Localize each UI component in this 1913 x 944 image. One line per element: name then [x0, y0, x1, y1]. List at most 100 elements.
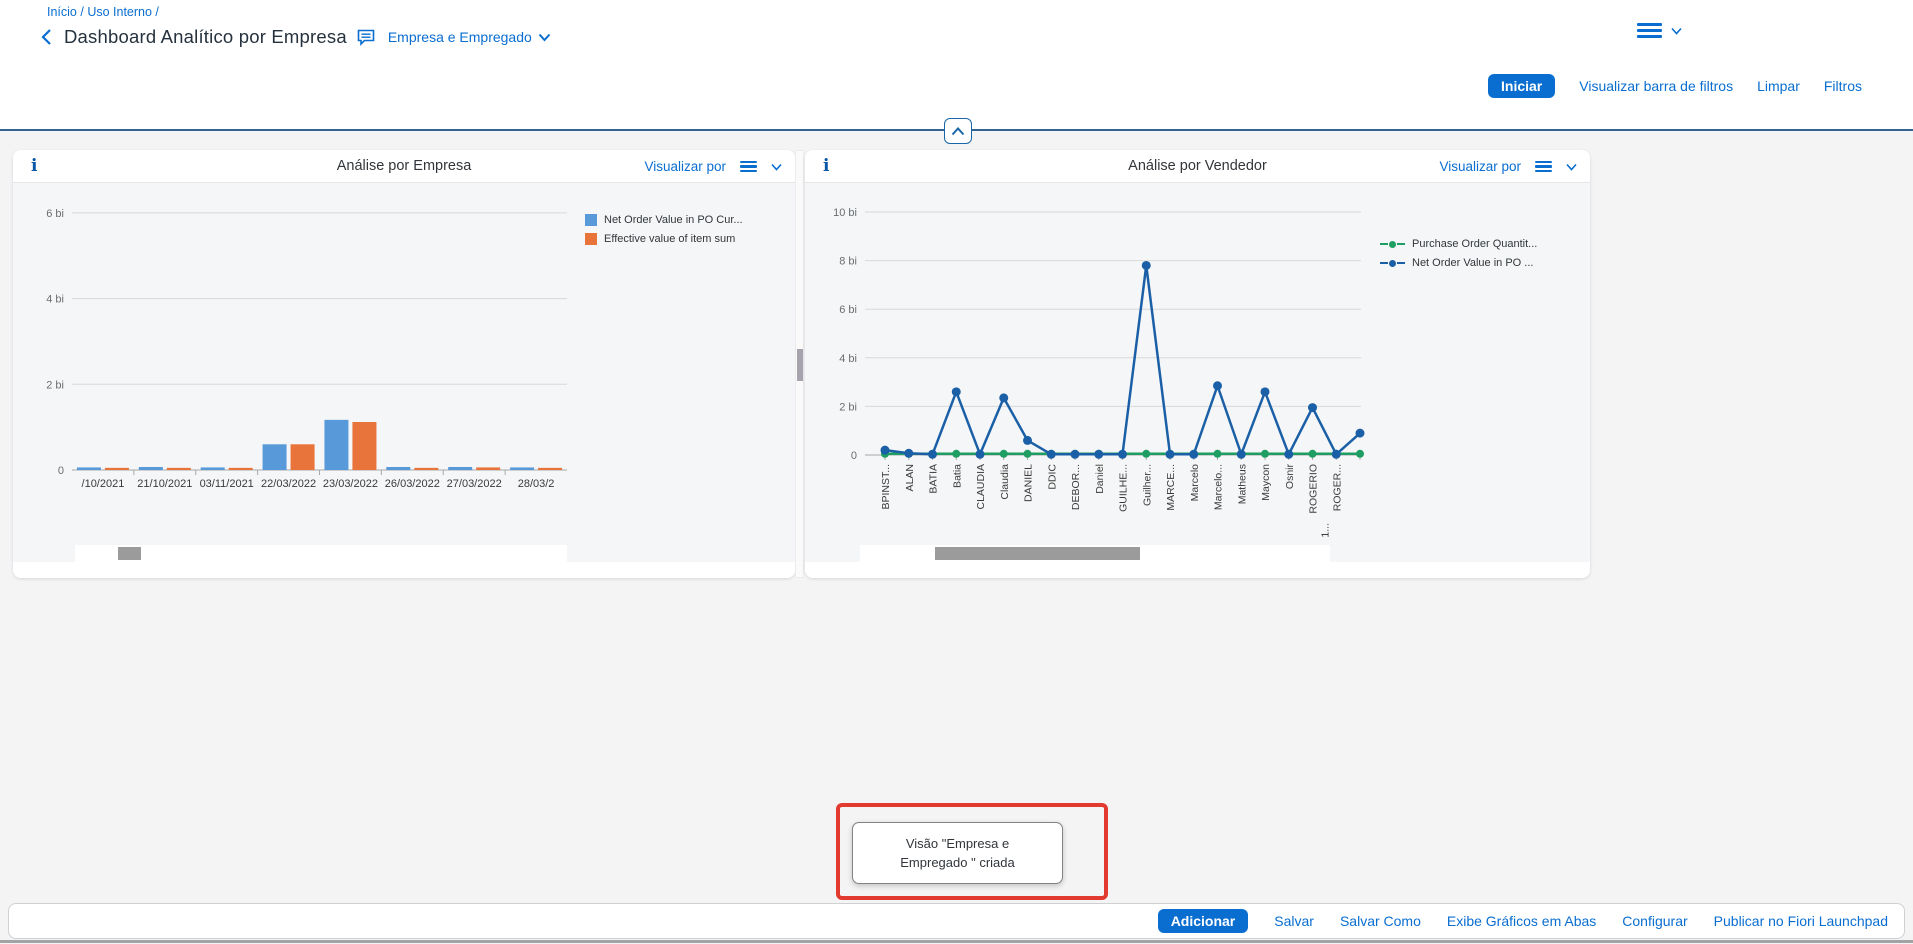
empresa-legend: Net Order Value in PO Cur... Effective v…: [585, 214, 743, 245]
toast-line1: Visão "Empresa e: [905, 835, 1010, 851]
vendedor-line-chart[interactable]: 0 2 bi 4 bi 6 bi 8 bi 10 bi BPINST... ALAN BATIA…: [805, 183, 1590, 545]
legend-swatch-blue-line: [1380, 259, 1405, 267]
svg-text:6 bi: 6 bi: [46, 208, 64, 220]
svg-text:10 bi: 10 bi: [833, 207, 857, 219]
panel-empresa-body: 0 2 bi 4 bi 6 bi/10/2021 21/10/2021 03/11/202…: [13, 183, 795, 562]
comment-button[interactable]: [357, 29, 375, 46]
view-selector[interactable]: Empresa e Empregado: [388, 29, 551, 45]
svg-text:4 bi: 4 bi: [46, 294, 64, 306]
svg-text:Marcelo...: Marcelo...: [1213, 464, 1225, 510]
chevron-left-icon: [41, 29, 51, 45]
svg-text:28/03/2: 28/03/2: [518, 478, 555, 490]
toast-message: Visão "Empresa e Empregado " criada: [852, 822, 1063, 884]
visualizar-por-link[interactable]: Visualizar por: [1439, 159, 1521, 174]
iniciar-button[interactable]: Iniciar: [1488, 74, 1556, 98]
chevron-down-icon[interactable]: [1566, 163, 1577, 171]
svg-text:2 bi: 2 bi: [46, 379, 64, 391]
configurar-button[interactable]: Configurar: [1622, 913, 1688, 929]
svg-text:22/03/2022: 22/03/2022: [261, 478, 316, 490]
legend-item[interactable]: Purchase Order Quantit...: [1380, 238, 1537, 250]
legend-swatch-orange: [585, 233, 597, 245]
svg-text:DANIEL: DANIEL: [1023, 464, 1035, 502]
publicar-no-fiori-launchpad-button[interactable]: Publicar no Fiori Launchpad: [1713, 913, 1888, 929]
vendedor-legend: Purchase Order Quantit... Net Order Valu…: [1380, 238, 1537, 269]
page-title: Dashboard Analítico por Empresa: [64, 26, 347, 47]
breadcrumb-link-uso-interno[interactable]: Uso Interno: [87, 5, 152, 19]
svg-text:ROGERIO: ROGERIO: [1308, 464, 1320, 514]
svg-text:Guilher...: Guilher...: [1141, 464, 1153, 506]
svg-text:MARCE...: MARCE...: [1165, 464, 1177, 511]
hamburger-menu-icon: [1637, 23, 1662, 38]
scrollbar-thumb[interactable]: [797, 349, 803, 381]
svg-text:Maycon: Maycon: [1260, 464, 1272, 501]
svg-text:0: 0: [851, 450, 857, 462]
panel-vendedor-controls: Visualizar por: [1439, 150, 1577, 183]
salvar-button[interactable]: Salvar: [1274, 913, 1314, 929]
chart-menu-icon[interactable]: [740, 161, 757, 172]
svg-text:03/11/2021: 03/11/2021: [200, 478, 254, 490]
horizontal-scrollbar: [75, 545, 567, 562]
back-button[interactable]: [40, 27, 58, 47]
legend-swatch-green-line: [1380, 240, 1405, 248]
visualizar-por-link[interactable]: Visualizar por: [644, 159, 726, 174]
scrollbar-thumb[interactable]: [935, 547, 1140, 560]
panel-empresa-title: Análise por Empresa: [336, 158, 472, 174]
panel-empresa: i Análise por Empresa Visualizar por 0 2 …: [13, 150, 795, 578]
svg-text:0: 0: [58, 465, 64, 477]
global-menu-button[interactable]: [1637, 23, 1682, 38]
exibe-graficos-em-abas-button[interactable]: Exibe Gráficos em Abas: [1446, 913, 1597, 929]
filtros-button[interactable]: Filtros: [1823, 78, 1862, 94]
salvar-como-button[interactable]: Salvar Como: [1339, 913, 1421, 929]
svg-text:6 bi: 6 bi: [839, 304, 857, 316]
shell-header: Início / Uso Interno / Dashboard Analíti…: [0, 0, 1913, 130]
legend-item[interactable]: Net Order Value in PO Cur...: [585, 214, 743, 226]
breadcrumb-link-inicio[interactable]: Início: [47, 5, 77, 19]
title-row: Dashboard Analítico por Empresa Empresa …: [40, 24, 551, 50]
legend-item[interactable]: Effective value of item sum: [585, 233, 743, 245]
chevron-down-icon[interactable]: [771, 163, 782, 171]
vertical-scrollbar: [795, 150, 804, 578]
svg-text:ROGER...: ROGER...: [1331, 464, 1343, 511]
svg-text:23/03/2022: 23/03/2022: [323, 478, 378, 490]
breadcrumb-separator: /: [76, 5, 88, 19]
svg-text:Osnir: Osnir: [1284, 464, 1296, 490]
toast-line2: Empregado " criada: [900, 855, 1015, 870]
legend-item[interactable]: Net Order Value in PO ...: [1380, 257, 1537, 269]
svg-text:8 bi: 8 bi: [839, 256, 857, 268]
panel-bottom-strip: [13, 562, 795, 578]
empresa-bar-chart[interactable]: 0 2 bi 4 bi 6 bi/10/2021 21/10/2021 03/11/202…: [13, 183, 795, 545]
legend-label: Net Order Value in PO Cur...: [604, 214, 743, 226]
svg-text:Claudia: Claudia: [999, 464, 1011, 500]
visualizar-barra-de-filtros-button[interactable]: Visualizar barra de filtros: [1579, 78, 1734, 94]
chevron-down-icon: [1671, 27, 1682, 35]
panel-vendedor-title: Análise por Vendedor: [1128, 158, 1267, 174]
panel-empresa-controls: Visualizar por: [644, 150, 782, 183]
collapse-header-button[interactable]: [944, 118, 972, 144]
limpar-button[interactable]: Limpar: [1757, 78, 1800, 94]
legend-label: Purchase Order Quantit...: [1412, 238, 1538, 250]
svg-text:BPINST...: BPINST...: [880, 464, 892, 510]
svg-text:CLAUDIA: CLAUDIA: [975, 464, 987, 510]
svg-text:/10/2021: /10/2021: [82, 478, 125, 490]
svg-text:Marcelo: Marcelo: [1189, 464, 1201, 502]
panel-empresa-header: i Análise por Empresa Visualizar por: [13, 150, 795, 183]
adicionar-button[interactable]: Adicionar: [1157, 909, 1249, 933]
svg-text:Matheus: Matheus: [1236, 464, 1248, 504]
chevron-down-icon: [538, 33, 551, 41]
info-icon[interactable]: i: [31, 156, 38, 176]
legend-swatch-blue: [585, 214, 597, 226]
scrollbar-thumb[interactable]: [118, 547, 141, 560]
comment-icon: [357, 29, 375, 46]
horizontal-scrollbar: [860, 545, 1330, 562]
chart-menu-icon[interactable]: [1535, 161, 1552, 172]
svg-text:BATIA: BATIA: [928, 464, 940, 494]
chevron-up-icon: [951, 126, 965, 135]
svg-text:Daniel: Daniel: [1094, 464, 1106, 494]
info-icon[interactable]: i: [823, 156, 830, 176]
svg-text:ALAN: ALAN: [904, 464, 916, 491]
svg-text:2 bi: 2 bi: [839, 401, 857, 413]
svg-text:DEBOR...: DEBOR...: [1070, 464, 1082, 510]
svg-text:1...: 1...: [1320, 523, 1332, 538]
footer-toolbar: Adicionar Salvar Salvar Como Exibe Gráfi…: [8, 903, 1905, 939]
legend-label: Effective value of item sum: [604, 233, 736, 245]
